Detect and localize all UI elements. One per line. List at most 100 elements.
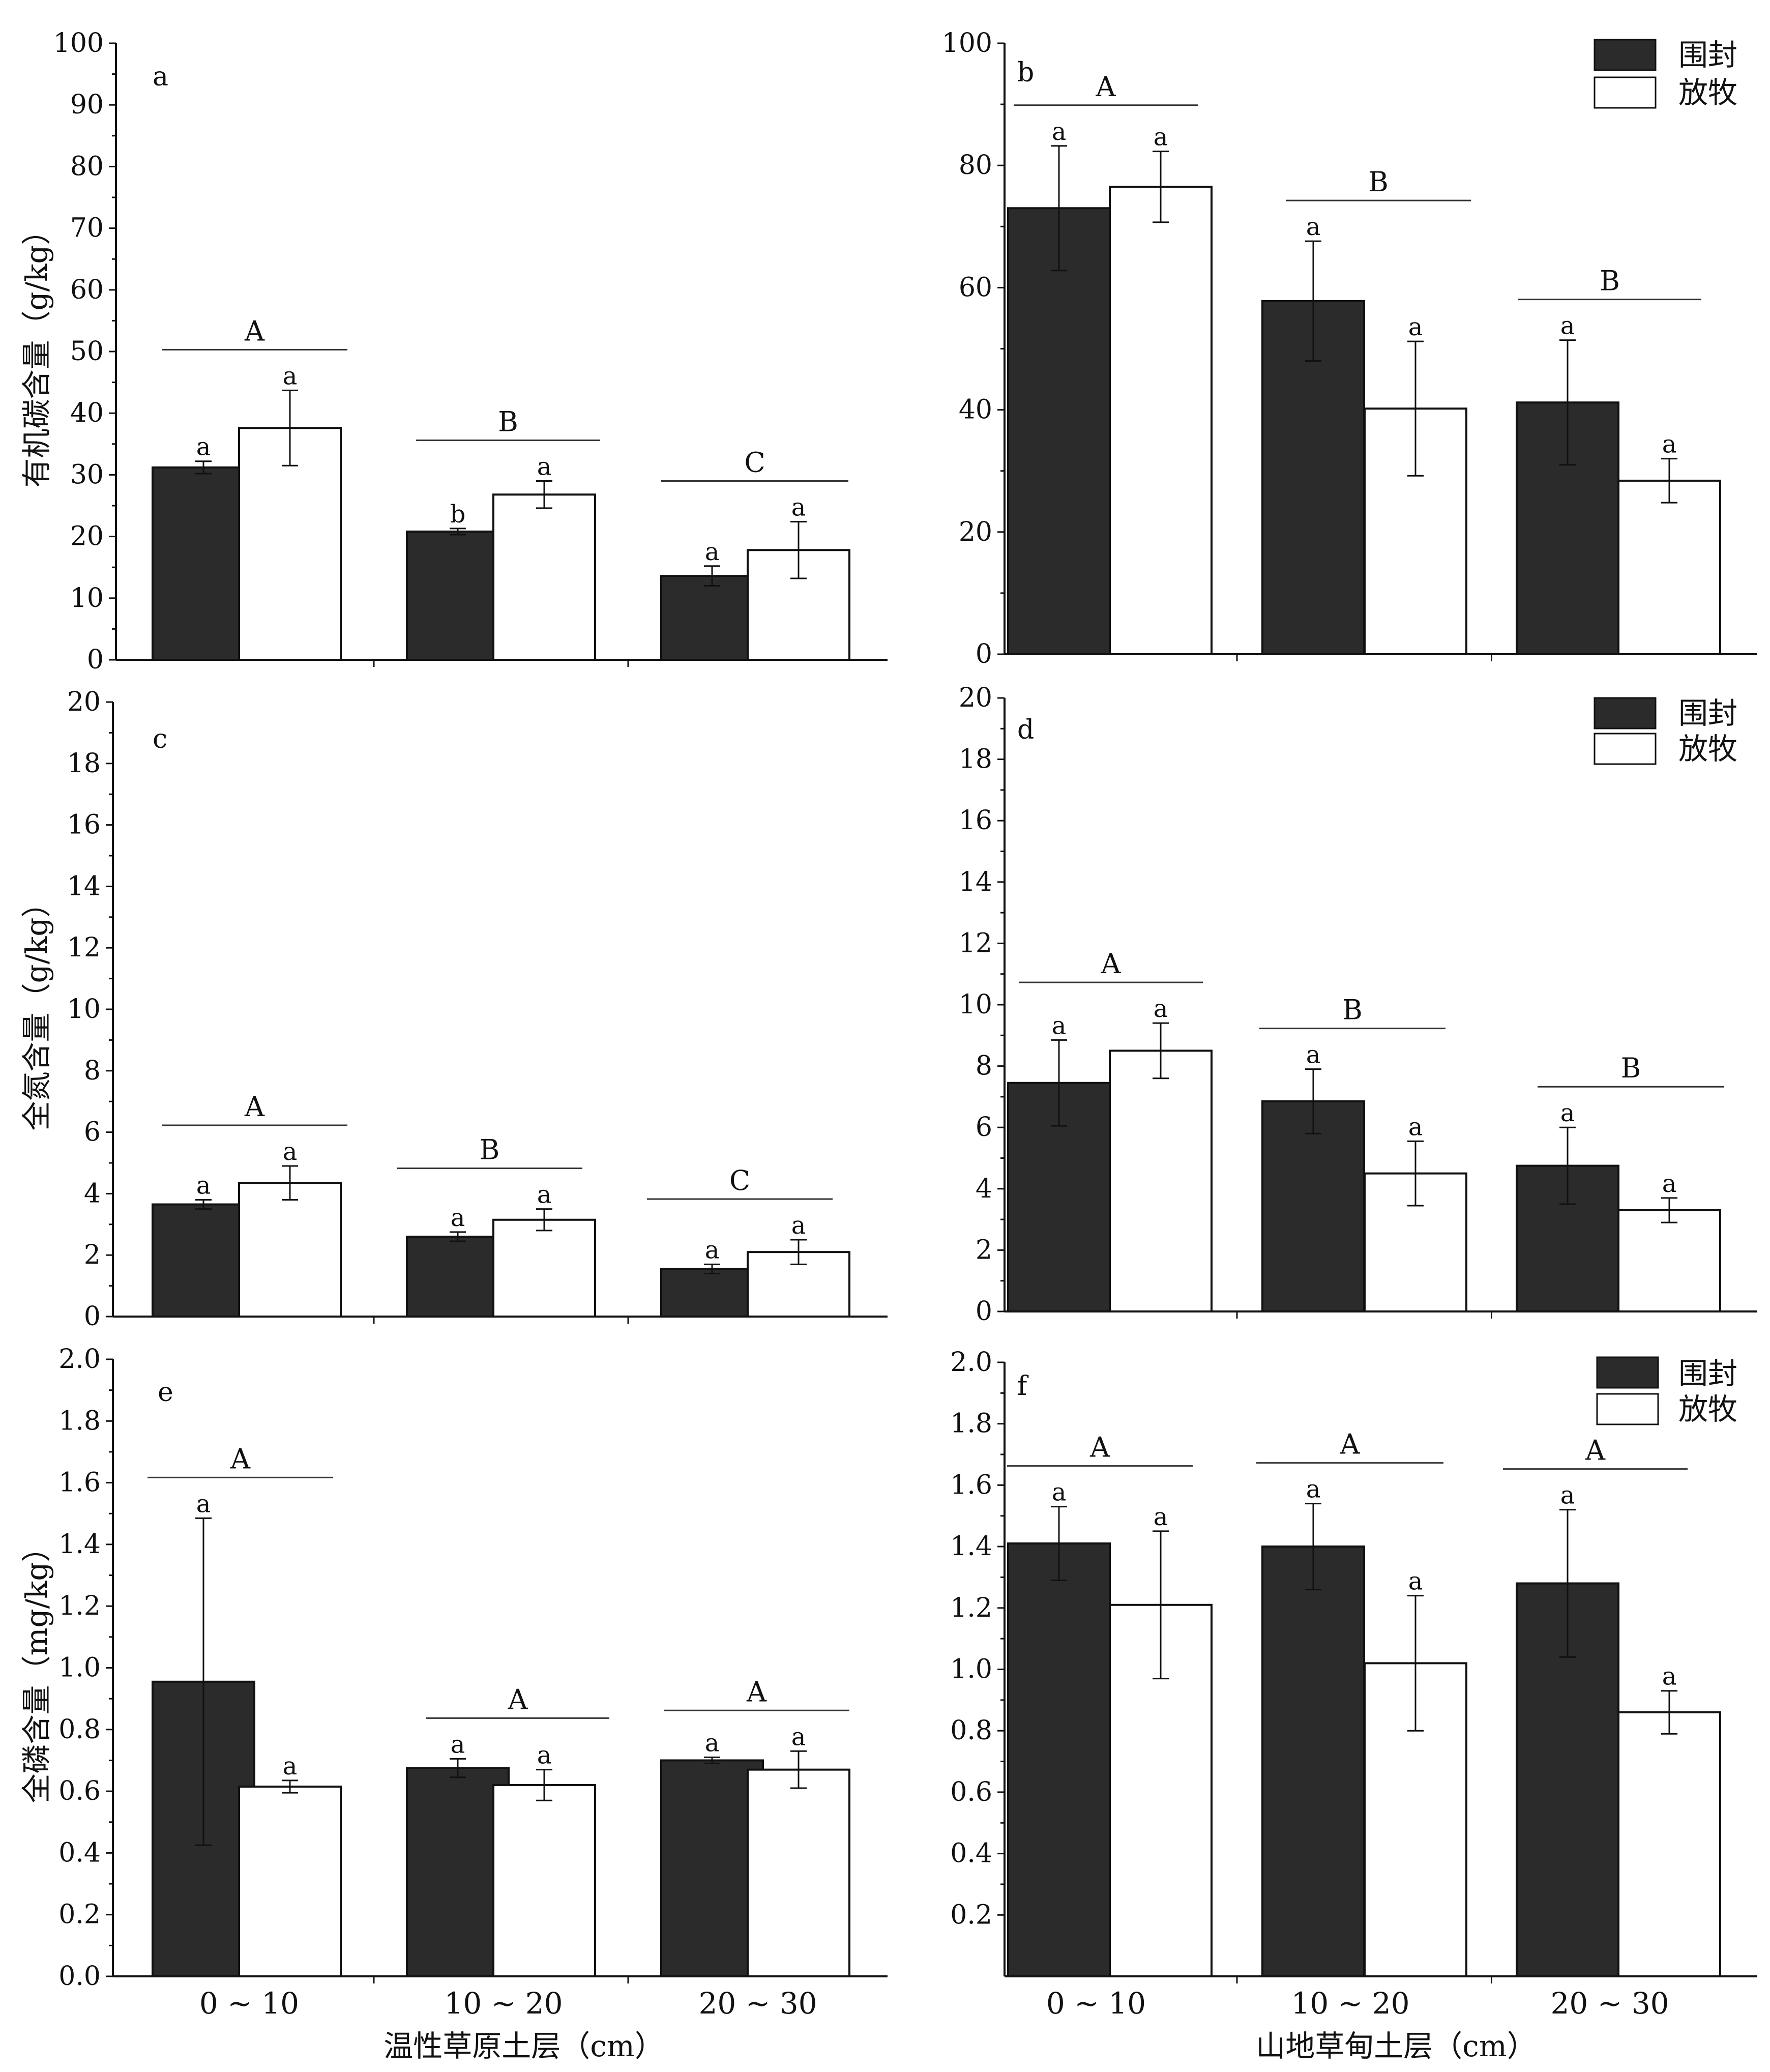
panel-label: d [1017, 715, 1034, 745]
y-tick-label: 100 [942, 28, 992, 59]
significance-letter: a [791, 493, 806, 522]
bar-grazing [747, 1768, 850, 1978]
significance-letter: a [451, 1204, 465, 1232]
bar-enclosure [406, 1767, 510, 1978]
y-axis-label: 全磷含量（mg/kg） [19, 1533, 54, 1803]
group-letter: B [480, 1134, 500, 1166]
group-letter: A [1340, 1428, 1361, 1461]
bar-grazing [238, 427, 342, 661]
x-axis-label-left: 温性草原土层（cm） [383, 2029, 664, 2063]
x-tick-label: 0 ~ 10 [1046, 1986, 1146, 2021]
bar-enclosure [1007, 1542, 1111, 1977]
y-tick-label: 1.4 [950, 1531, 992, 1562]
legend-d: 围封 放牧 [1594, 696, 1737, 766]
bar-grazing [238, 1786, 342, 1977]
y-tick-label: 6 [976, 1112, 992, 1143]
y-tick-label: 1.0 [950, 1654, 992, 1685]
y-tick-label: 1.6 [950, 1470, 992, 1500]
legend-label-grazing: 放牧 [1678, 1392, 1737, 1426]
bar-grazing [1617, 1711, 1721, 1977]
significance-letter: a [1560, 1481, 1575, 1510]
significance-letter: a [283, 1137, 298, 1166]
legend-f: 围封 放牧 [1596, 1356, 1737, 1426]
significance-letter: a [1662, 430, 1677, 459]
y-tick-label: 0.0 [58, 1961, 101, 1992]
y-tick-label: 8 [976, 1051, 992, 1082]
legend-label-enclosure: 围封 [1678, 38, 1737, 72]
group-letter: B [1342, 994, 1363, 1026]
y-tick-label: 20 [959, 683, 992, 713]
group-letter: A [746, 1676, 767, 1708]
y-tick-label: 60 [959, 272, 992, 303]
significance-letter: a [1154, 995, 1168, 1023]
significance-letter: a [705, 1729, 720, 1757]
bar-grazing [1109, 186, 1213, 655]
y-tick-label: 30 [70, 459, 104, 490]
group-letter: B [1368, 166, 1389, 198]
group-letter: A [1585, 1435, 1606, 1467]
group-letter: A [1096, 71, 1116, 103]
significance-letter: a [537, 453, 552, 481]
x-category-labels-left: 0 ~ 10 10 ~ 20 20 ~ 30 [199, 1986, 817, 2021]
y-tick-label: 0 [84, 1301, 101, 1332]
bar-grazing [492, 493, 596, 661]
y-tick-label: 0.4 [58, 1837, 101, 1868]
panel-label: c [153, 724, 167, 754]
bar-grazing [1617, 1209, 1721, 1313]
y-tick-label: 2 [976, 1235, 992, 1265]
y-tick-label: 2.0 [950, 1347, 992, 1378]
panel-e: 0.0 0.2 0.4 0.6 0.8 1.0 1.2 1.4 1.6 1.8 2.0 e 全磷含量（m… [19, 1344, 888, 1992]
group-letter: C [744, 447, 765, 479]
bar-enclosure [660, 1759, 764, 1977]
legend-swatch-grazing [1596, 1393, 1659, 1425]
y-tick-label: 18 [959, 744, 992, 775]
significance-letter: a [1154, 1503, 1168, 1531]
y-tick-label: 20 [67, 687, 101, 717]
y-tick-label: 1.0 [58, 1653, 101, 1683]
y-axis-label: 有机碳含量（g/kg） [19, 216, 54, 488]
y-tick-label: 0.8 [58, 1714, 101, 1745]
significance-letter: a [791, 1211, 806, 1240]
significance-letter: a [196, 433, 211, 461]
y-tick-label: 14 [959, 867, 992, 897]
y-tick-label: 16 [67, 810, 101, 840]
y-tick-label: 12 [959, 928, 992, 958]
x-tick-label: 10 ~ 20 [444, 1986, 563, 2021]
y-tick-label: 4 [976, 1174, 992, 1204]
y-tick-label: 8 [84, 1056, 101, 1086]
bar-enclosure [1261, 1100, 1365, 1313]
y-tick-label: 80 [70, 151, 104, 182]
x-tick-label: 10 ~ 20 [1291, 1986, 1409, 2021]
significance-letter: a [1408, 1567, 1423, 1596]
significance-letter: a [1306, 213, 1321, 241]
y-tick-label: 10 [959, 989, 992, 1020]
significance-letter: a [1306, 1041, 1321, 1069]
y-tick-label: 6 [84, 1117, 101, 1148]
legend-swatch-grazing [1594, 733, 1657, 765]
bar-enclosure [406, 530, 510, 661]
y-tick-label: 18 [67, 748, 101, 779]
x-category-labels-right: 0 ~ 10 10 ~ 20 20 ~ 30 [1046, 1986, 1669, 2021]
significance-letter: a [1052, 118, 1067, 146]
y-tick-label: 0.6 [950, 1777, 992, 1807]
significance-letter: a [1154, 123, 1168, 152]
significance-letter: a [1052, 1011, 1067, 1040]
y-tick-label: 60 [70, 275, 104, 305]
y-tick-label: 0.6 [58, 1776, 101, 1806]
bar-enclosure [1007, 207, 1111, 655]
panel-label: a [153, 62, 168, 92]
y-tick-label: 0.2 [58, 1900, 101, 1930]
y-tick-label: 1.8 [58, 1406, 101, 1436]
y-tick-label: 90 [70, 90, 104, 120]
significance-letter: a [537, 1181, 552, 1209]
y-tick-label: 20 [70, 521, 104, 552]
y-tick-label: 0 [976, 639, 992, 669]
significance-letter: a [1560, 1099, 1575, 1127]
y-tick-label: 0 [87, 645, 104, 675]
significance-letter: a [1560, 312, 1575, 340]
significance-letter: a [451, 1730, 465, 1759]
bar-grazing [492, 1218, 596, 1318]
significance-letter: a [1052, 1478, 1067, 1507]
y-tick-label: 1.2 [950, 1593, 992, 1623]
